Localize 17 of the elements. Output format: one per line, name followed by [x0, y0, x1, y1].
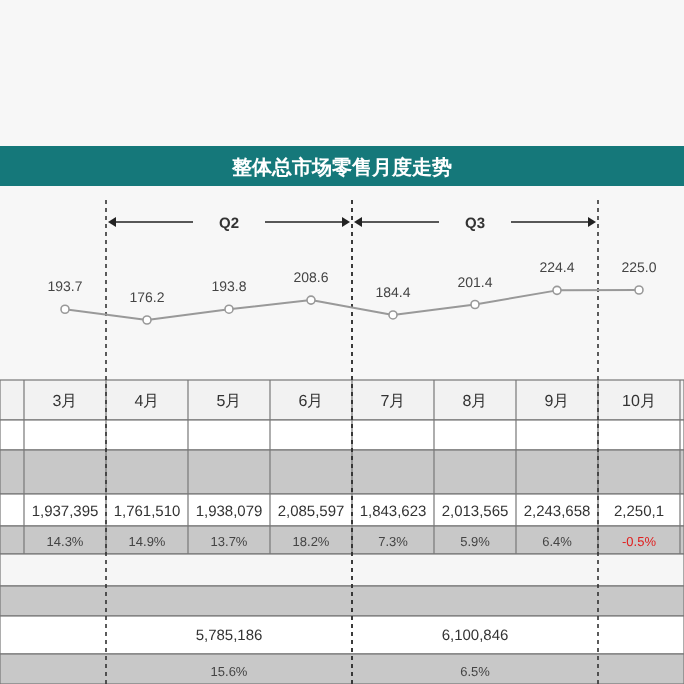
point — [388, 310, 398, 320]
point — [60, 304, 70, 315]
x-tick-label: 9月 — [544, 392, 570, 410]
x-tick-label: 5月 — [216, 392, 242, 410]
point — [634, 285, 644, 295]
chart-title: 整体总市场零售月度走势 — [230, 156, 452, 180]
x-tick-label: 4月 — [134, 392, 160, 410]
x-tick-label: 10月 — [622, 392, 656, 410]
x-tick-label: 6月 — [298, 392, 324, 410]
point — [142, 315, 152, 325]
point — [470, 299, 480, 310]
point — [224, 304, 234, 314]
point — [306, 295, 316, 305]
x-tick-label: 7月 — [380, 392, 406, 410]
point — [552, 285, 562, 296]
x-tick-label: 8月 — [462, 392, 488, 410]
x-tick-label: 3月 — [52, 392, 78, 410]
